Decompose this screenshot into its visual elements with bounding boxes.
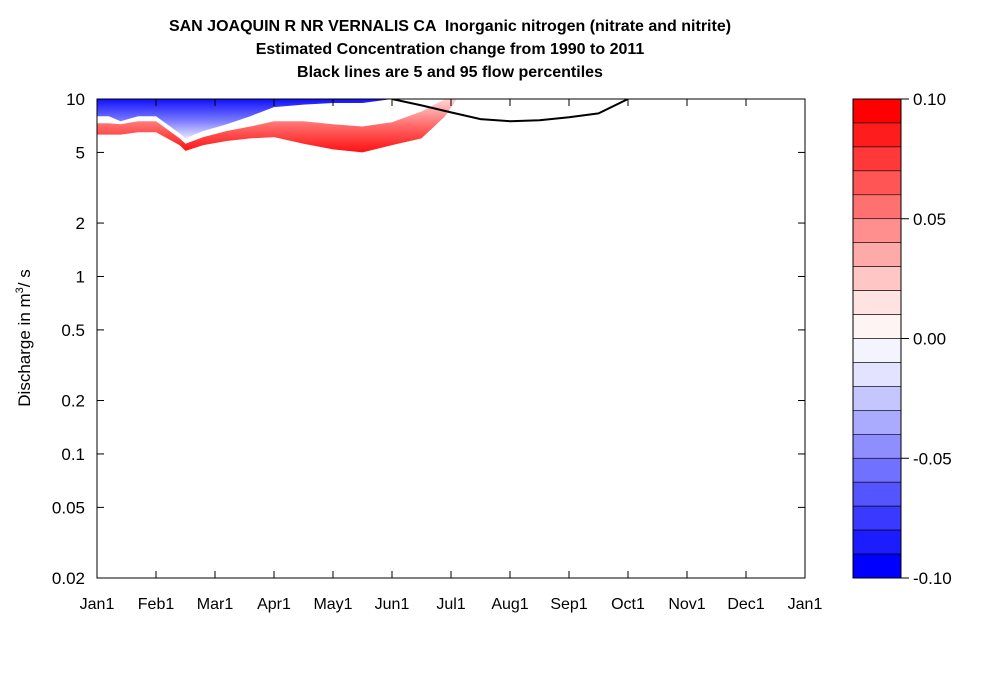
x-tick-label: Mar1 — [197, 596, 234, 613]
x-tick-label: Apr1 — [257, 596, 291, 613]
x-axis: Jan1 Feb1 Mar1 Apr1 May1 Jun1 Jul1 Aug1 Sep1 Oct1… — [80, 99, 823, 613]
colorbar-band — [852, 314, 902, 339]
colorbar-band — [852, 529, 902, 555]
chart-title-line-1: SAN JOAQUIN R NR VERNALIS CA Inorganic n… — [168, 18, 732, 35]
x-tick-label: Feb1 — [138, 596, 175, 613]
y-tick-label: 0.1 — [61, 445, 85, 464]
y-tick-label: 0.5 — [61, 321, 85, 340]
colorbar-band — [852, 170, 902, 196]
colorbar-band — [852, 146, 902, 172]
y-axis: 10 5 2 1 0.5 0.2 0.1 0.05 0.02 — [52, 90, 805, 588]
x-tick-label: Jul1 — [436, 596, 465, 613]
x-tick-label: Dec1 — [727, 596, 764, 613]
x-tick-label: Oct1 — [611, 596, 645, 613]
colorbar-band — [852, 122, 902, 148]
y-tick-label: 5 — [76, 143, 85, 162]
plot-frame — [96, 98, 806, 579]
colorbar-band — [852, 481, 902, 507]
x-tick-label: Jan1 — [80, 596, 115, 613]
y-tick-label: 1 — [76, 267, 85, 286]
colorbar-tick-label: 0.05 — [913, 210, 946, 229]
colorbar-band — [852, 410, 902, 435]
colorbar-band — [852, 553, 902, 579]
chart-title-line-3: Black lines are 5 and 95 flow percentile… — [297, 64, 603, 81]
y-tick-label: 0.02 — [52, 569, 85, 588]
colorbar-band — [852, 457, 902, 483]
x-tick-label: Jan1 — [788, 596, 823, 613]
colorbar-tick-label: 0.00 — [913, 330, 946, 349]
y-tick-label: 0.05 — [52, 498, 85, 517]
x-tick-label: Nov1 — [668, 596, 705, 613]
colorbar-band — [852, 242, 902, 267]
contour-negative-change-area — [97, 99, 457, 139]
contour-fill-group — [97, 99, 629, 153]
colorbar-tick-label: -0.10 — [913, 569, 952, 588]
colorbar-band — [852, 433, 902, 459]
colorbar-band — [852, 362, 902, 387]
x-tick-label: Jun1 — [375, 596, 410, 613]
colorbar-band — [852, 194, 902, 220]
colorbar-band — [852, 98, 902, 124]
colorbar-band — [852, 290, 902, 315]
chart-title-line-2: Estimated Concentration change from 1990… — [255, 41, 645, 58]
colorbar-band — [852, 338, 902, 363]
y-tick-label: 10 — [66, 90, 85, 109]
colorbar-tick-label: -0.05 — [913, 449, 952, 468]
x-tick-label: Sep1 — [550, 596, 587, 613]
x-tick-label: May1 — [313, 596, 352, 613]
flow-percentile-95-line — [391, 99, 629, 123]
colorbar-band — [852, 505, 902, 531]
colorbar-band — [852, 266, 902, 291]
colorbar-band — [852, 218, 902, 244]
y-tick-label: 0.2 — [61, 392, 85, 411]
x-tick-label: Aug1 — [491, 596, 528, 613]
contour-positive-change-area — [97, 99, 457, 153]
colorbar-tick-label: 0.10 — [913, 90, 946, 109]
colorbar-band — [852, 386, 902, 411]
y-tick-label: 2 — [76, 214, 85, 233]
y-axis-label: Discharge in m3/ s — [14, 269, 34, 406]
colorbar: 0.10 0.05 0.00 -0.05 -0.10 — [852, 90, 952, 588]
